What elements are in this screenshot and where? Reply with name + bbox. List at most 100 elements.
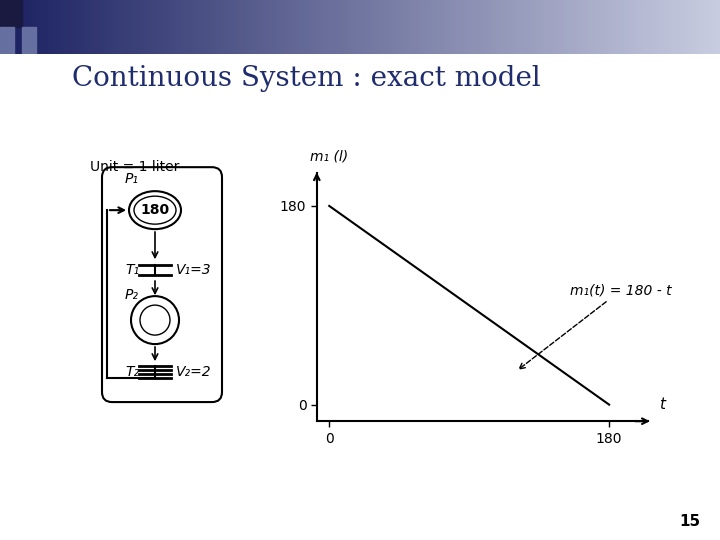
Bar: [612, 0, 616, 54]
Bar: [158, 0, 163, 54]
Bar: [36, 0, 40, 54]
Bar: [277, 0, 282, 54]
Bar: [86, 0, 91, 54]
Bar: [554, 0, 559, 54]
Bar: [61, 0, 66, 54]
Bar: [241, 0, 246, 54]
Bar: [324, 0, 328, 54]
Bar: [443, 0, 447, 54]
Bar: [418, 0, 422, 54]
Bar: [385, 0, 390, 54]
Bar: [518, 0, 523, 54]
Bar: [680, 0, 685, 54]
Bar: [148, 0, 152, 54]
Bar: [335, 0, 339, 54]
Bar: [320, 0, 325, 54]
Bar: [709, 0, 714, 54]
Bar: [342, 0, 346, 54]
Bar: [500, 0, 505, 54]
Bar: [194, 0, 199, 54]
Bar: [176, 0, 181, 54]
Bar: [454, 0, 458, 54]
Bar: [11, 0, 15, 54]
Bar: [90, 0, 94, 54]
Bar: [698, 0, 703, 54]
Bar: [248, 0, 253, 54]
Text: P₁: P₁: [125, 172, 139, 186]
Bar: [169, 0, 174, 54]
Bar: [68, 0, 73, 54]
Circle shape: [140, 305, 170, 335]
Bar: [533, 0, 537, 54]
Bar: [648, 0, 652, 54]
Bar: [47, 0, 51, 54]
Bar: [313, 0, 318, 54]
Bar: [274, 0, 278, 54]
Bar: [504, 0, 508, 54]
Bar: [493, 0, 498, 54]
Bar: [216, 0, 220, 54]
Bar: [50, 0, 55, 54]
Bar: [605, 0, 609, 54]
Bar: [364, 0, 368, 54]
Bar: [140, 0, 145, 54]
Bar: [576, 0, 580, 54]
Bar: [590, 0, 595, 54]
Bar: [655, 0, 660, 54]
Bar: [630, 0, 634, 54]
Bar: [223, 0, 228, 54]
Bar: [166, 0, 170, 54]
Bar: [184, 0, 188, 54]
Bar: [468, 0, 472, 54]
Bar: [392, 0, 397, 54]
Bar: [281, 0, 285, 54]
Bar: [428, 0, 433, 54]
Bar: [688, 0, 692, 54]
Bar: [230, 0, 235, 54]
Bar: [652, 0, 656, 54]
Text: V₂=2: V₂=2: [176, 365, 212, 379]
Bar: [32, 0, 37, 54]
Bar: [126, 0, 130, 54]
Bar: [598, 0, 602, 54]
Bar: [356, 0, 361, 54]
Bar: [191, 0, 195, 54]
Text: 15: 15: [680, 514, 701, 529]
Bar: [616, 0, 620, 54]
Bar: [227, 0, 231, 54]
Bar: [104, 0, 109, 54]
Bar: [29, 0, 33, 54]
Bar: [198, 0, 202, 54]
Bar: [317, 0, 321, 54]
Bar: [508, 0, 512, 54]
Bar: [608, 0, 613, 54]
Bar: [662, 0, 667, 54]
Bar: [475, 0, 480, 54]
Bar: [22, 27, 36, 54]
Bar: [626, 0, 631, 54]
Bar: [378, 0, 382, 54]
Bar: [583, 0, 588, 54]
Bar: [666, 0, 670, 54]
Bar: [382, 0, 386, 54]
Bar: [511, 0, 516, 54]
Bar: [425, 0, 429, 54]
Bar: [536, 0, 541, 54]
Bar: [594, 0, 598, 54]
Bar: [310, 0, 314, 54]
Bar: [266, 0, 271, 54]
Bar: [108, 0, 112, 54]
Bar: [97, 0, 102, 54]
Bar: [122, 0, 127, 54]
Bar: [450, 0, 454, 54]
Bar: [252, 0, 256, 54]
Bar: [288, 0, 292, 54]
Bar: [403, 0, 408, 54]
Bar: [677, 0, 681, 54]
Bar: [101, 0, 105, 54]
Bar: [634, 0, 638, 54]
Bar: [155, 0, 159, 54]
Bar: [353, 0, 357, 54]
Bar: [263, 0, 267, 54]
Bar: [562, 0, 566, 54]
